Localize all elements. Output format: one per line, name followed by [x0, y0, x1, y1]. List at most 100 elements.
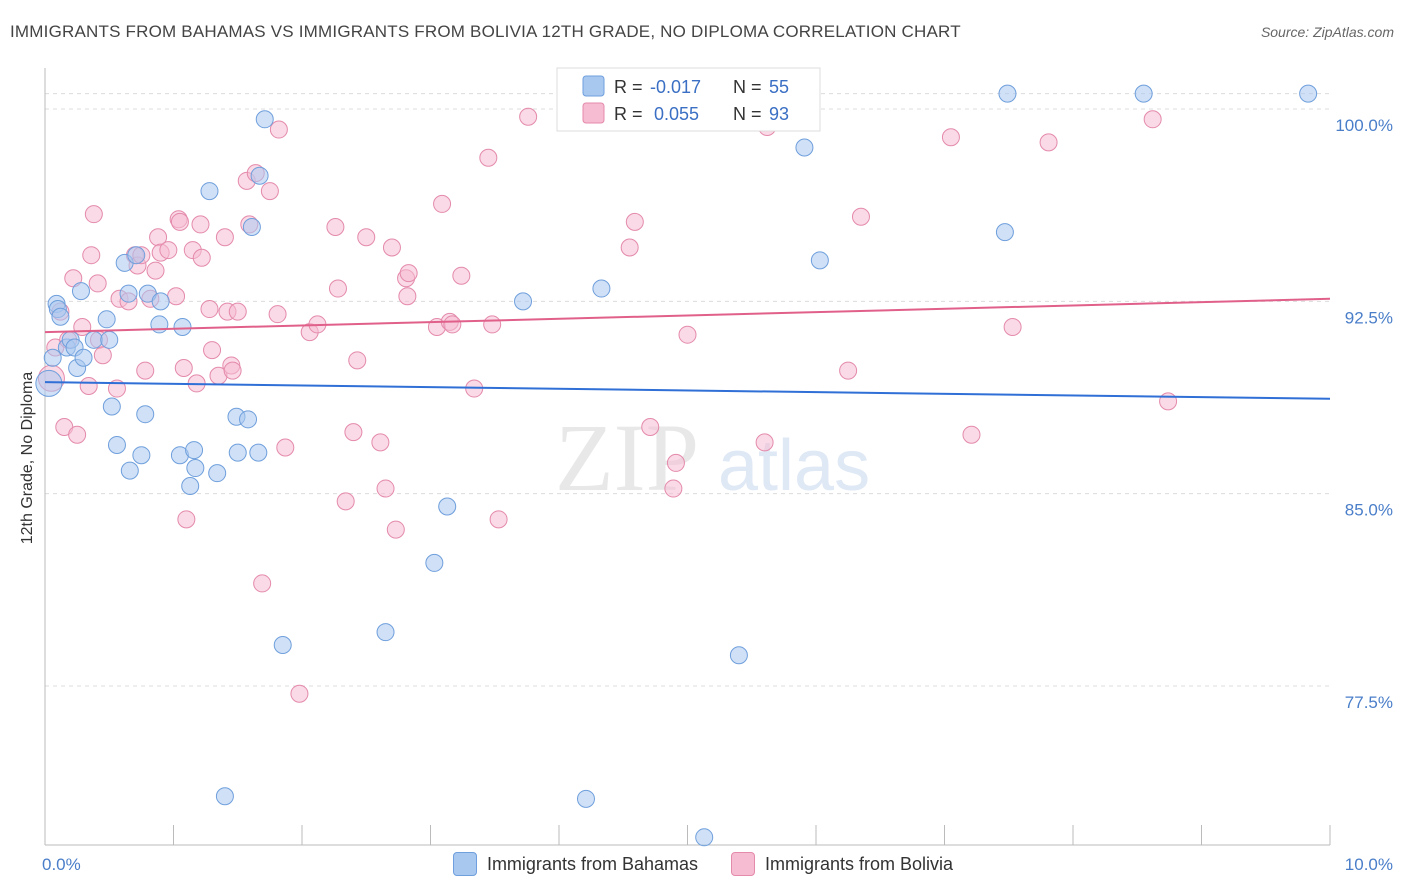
- bahamas-point: [173, 318, 192, 336]
- bolivia-point: [376, 479, 395, 498]
- bahamas-point: [810, 251, 829, 270]
- bolivia-point: [159, 241, 178, 260]
- bolivia-point: [1039, 133, 1058, 152]
- legend-label-bahamas: Immigrants from Bahamas: [486, 853, 698, 874]
- bolivia-point: [336, 492, 355, 511]
- trendlines: [44, 297, 1331, 400]
- bahamas-point: [695, 828, 714, 847]
- legend-swatch-bolivia: [582, 102, 605, 124]
- bolivia-point: [192, 248, 211, 267]
- bolivia-point: [82, 246, 101, 265]
- legend-n-value-bolivia: 93: [769, 104, 789, 124]
- legend-swatch-bahamas: [582, 75, 605, 97]
- bolivia-point: [93, 346, 112, 365]
- bolivia-point: [489, 510, 508, 529]
- y-tick-label: 92.5%: [1345, 308, 1393, 327]
- bahamas-point: [376, 623, 395, 642]
- axes: [44, 68, 1331, 846]
- bolivia-point: [443, 315, 462, 334]
- bahamas-point: [1299, 84, 1318, 103]
- bahamas-point: [200, 182, 219, 201]
- bahamas-point: [242, 217, 261, 236]
- bahamas-point: [186, 459, 205, 478]
- bahamas-point: [43, 348, 62, 367]
- legend-swatch-bolivia-bottom: [731, 852, 756, 876]
- watermark: ZIP atlas: [555, 404, 870, 511]
- bolivia-point: [191, 215, 210, 234]
- bahamas-point: [249, 443, 268, 462]
- top-legend: R = -0.017 N = 55 R = 0.055 N = 93: [556, 67, 821, 132]
- chart-title: IMMIGRANTS FROM BAHAMAS VS IMMIGRANTS FR…: [10, 22, 961, 41]
- bolivia-point: [851, 207, 870, 226]
- legend-item-bahamas: Immigrants from Bahamas: [452, 852, 698, 876]
- bolivia-point: [483, 315, 502, 334]
- bahamas-point: [107, 435, 126, 454]
- bahamas-point: [71, 282, 90, 301]
- bolivia-point: [678, 325, 697, 344]
- bolivia-point: [223, 361, 242, 380]
- bolivia-point: [136, 361, 155, 380]
- bolivia-point: [452, 266, 471, 285]
- bahamas-point: [97, 310, 116, 329]
- bahamas-point: [181, 476, 200, 495]
- bolivia-point: [839, 361, 858, 380]
- bolivia-point: [398, 287, 417, 306]
- y-tick-label: 85.0%: [1345, 501, 1393, 520]
- bolivia-point: [479, 148, 498, 167]
- legend-n-value-bahamas: 55: [769, 77, 789, 97]
- legend-n-label-bahamas: N =: [733, 77, 762, 97]
- bolivia-point: [170, 212, 189, 231]
- bolivia-point: [269, 120, 288, 139]
- legend-r-value-bahamas: -0.017: [650, 77, 701, 97]
- watermark-atlas: atlas: [718, 426, 870, 506]
- bolivia-point: [962, 425, 981, 444]
- bahamas-point: [250, 166, 269, 185]
- bahamas-point: [84, 330, 103, 349]
- legend-label-bolivia: Immigrants from Bolivia: [765, 853, 954, 874]
- bolivia-point: [641, 418, 660, 437]
- bahamas-point: [995, 223, 1014, 242]
- bahamas-point: [208, 464, 227, 483]
- bolivia-point: [433, 194, 452, 213]
- bahamas-point: [151, 292, 170, 311]
- bolivia-trendline: [44, 297, 1331, 334]
- bolivia-point: [290, 684, 309, 703]
- bolivia-point: [276, 438, 295, 457]
- bolivia-point: [1159, 392, 1178, 411]
- bolivia-point: [1003, 318, 1022, 336]
- bahamas-point: [51, 307, 70, 326]
- series-bahamas-points: [35, 84, 1318, 847]
- bolivia-point: [344, 423, 363, 442]
- bolivia-point: [177, 510, 196, 529]
- bolivia-point: [68, 425, 87, 444]
- bolivia-point: [328, 279, 347, 298]
- y-tick-label: 100.0%: [1335, 116, 1393, 135]
- bahamas-point: [729, 646, 748, 665]
- bolivia-point: [755, 433, 774, 452]
- chart-source: Source: ZipAtlas.com: [1260, 24, 1394, 40]
- bahamas-point: [239, 410, 258, 429]
- bahamas-point: [255, 110, 274, 129]
- tick-labels: 77.5% 85.0% 92.5% 100.0% 0.0% 10.0%: [42, 116, 1393, 874]
- bolivia-point: [371, 433, 390, 452]
- bolivia-point: [386, 520, 405, 539]
- bahamas-point: [273, 635, 292, 654]
- bahamas-point: [576, 789, 595, 808]
- bolivia-point: [1143, 110, 1162, 129]
- bahamas-point: [795, 138, 814, 157]
- bottom-legend: Immigrants from Bahamas Immigrants from …: [0, 852, 1406, 881]
- bahamas-point: [228, 443, 247, 462]
- bolivia-point: [625, 212, 644, 231]
- bolivia-point: [107, 379, 126, 398]
- bolivia-point: [268, 305, 287, 324]
- bahamas-point: [215, 787, 234, 806]
- bolivia-point: [146, 261, 165, 280]
- bolivia-point: [348, 351, 367, 370]
- legend-swatch-bahamas-bottom: [452, 852, 477, 876]
- bahamas-point: [74, 348, 93, 367]
- x-tick-label: 0.0%: [42, 855, 81, 874]
- bahamas-point: [119, 284, 138, 303]
- bolivia-point: [203, 341, 222, 360]
- bahamas-point: [120, 461, 139, 480]
